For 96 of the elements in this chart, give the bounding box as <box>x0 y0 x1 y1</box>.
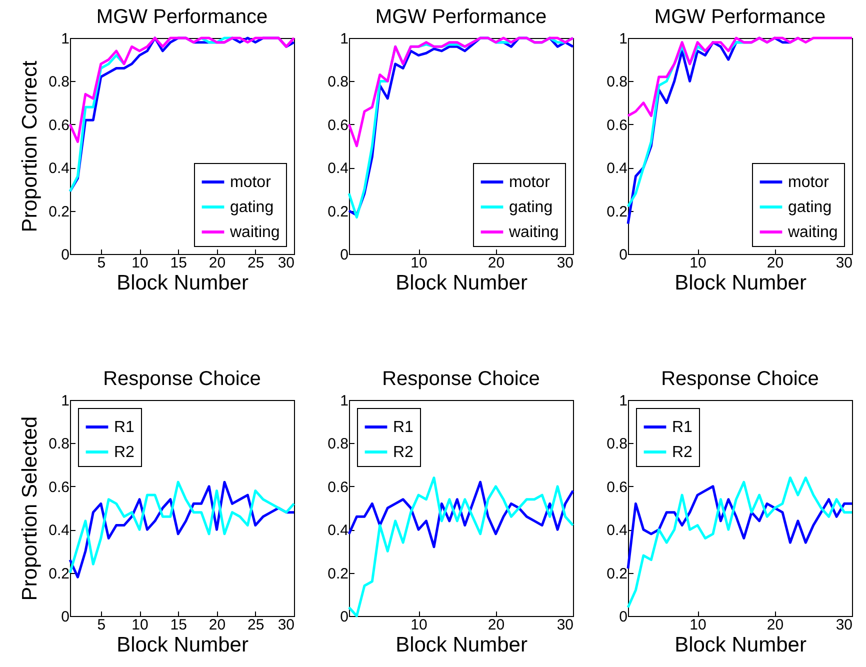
y-tick-label: 0 <box>61 608 70 626</box>
x-tick-label: 10 <box>410 616 428 634</box>
y-tick-label: 0.4 <box>48 160 70 178</box>
legend-label: gating <box>509 199 553 216</box>
legend-label: gating <box>788 199 832 216</box>
x-axis-title: Block Number <box>396 634 528 656</box>
legend-label: motor <box>788 174 830 191</box>
line-series <box>626 476 854 609</box>
legend-label: motor <box>509 174 551 191</box>
y-tick-label: 0.4 <box>606 160 628 178</box>
x-tick-label: 20 <box>488 616 505 634</box>
y-tick-label: 0.4 <box>328 522 348 540</box>
x-tick-label: 30 <box>278 254 294 272</box>
line-series <box>348 480 574 548</box>
y-tick-label: 1 <box>61 30 70 48</box>
x-tick-label: 10 <box>132 254 148 272</box>
y-tick-label: 0 <box>619 246 628 264</box>
legend-label: R1 <box>393 419 414 436</box>
x-tick-label: 20 <box>488 254 505 272</box>
line-series <box>348 36 574 148</box>
y-tick-label: 0.8 <box>328 436 348 453</box>
chart-title: Response Choice <box>103 368 261 390</box>
y-axis-title: Proportion Correct <box>18 60 42 232</box>
legend-label: motor <box>230 174 272 191</box>
line-series <box>626 36 854 118</box>
y-tick-label: 0.8 <box>48 436 70 453</box>
chart-title: MGW Performance <box>96 6 268 28</box>
line-series <box>626 485 854 570</box>
x-tick-label: 10 <box>690 254 706 272</box>
y-tick-label: 0 <box>340 608 348 626</box>
y-tick-label: 1 <box>619 392 628 410</box>
legend-label: R2 <box>393 444 414 461</box>
x-tick-label: 15 <box>170 616 187 634</box>
chart-title: MGW Performance <box>654 6 826 28</box>
x-tick-label: 10 <box>690 616 706 634</box>
y-axis-title: Proportion Selected <box>18 416 42 601</box>
x-axis-title: Block Number <box>674 272 806 294</box>
y-tick-label: 0.6 <box>48 478 70 496</box>
x-axis-title: Block Number <box>116 272 248 294</box>
x-tick-label: 20 <box>208 254 226 272</box>
x-tick-label: 20 <box>766 254 784 272</box>
chart-title: Response Choice <box>661 368 819 390</box>
y-tick-label: 1 <box>619 30 628 48</box>
x-tick-label: 25 <box>248 254 264 272</box>
y-tick-label: 0.4 <box>328 160 348 178</box>
x-tick-label: 30 <box>836 616 852 634</box>
y-tick-label: 0.4 <box>606 522 628 540</box>
y-tick-label: 0.8 <box>48 74 70 91</box>
legend-label: R2 <box>114 444 135 461</box>
x-tick-label: 30 <box>836 254 852 272</box>
legend-label: R1 <box>672 419 693 436</box>
x-tick-label: 10 <box>410 254 428 272</box>
x-tick-label: 30 <box>278 616 294 634</box>
x-tick-label: 10 <box>132 616 148 634</box>
x-tick-label: 30 <box>556 254 574 272</box>
y-tick-label: 0.2 <box>48 565 70 582</box>
x-axis-title: Block Number <box>116 634 248 656</box>
y-tick-label: 0.6 <box>328 478 348 496</box>
legend-label: gating <box>230 199 274 216</box>
y-tick-label: 0.2 <box>48 203 70 220</box>
y-tick-label: 0.6 <box>328 116 348 134</box>
y-tick-label: 0.4 <box>48 522 70 540</box>
y-tick-label: 1 <box>340 392 348 410</box>
y-tick-label: 0.2 <box>606 565 628 582</box>
x-tick-label: 5 <box>97 616 106 634</box>
x-axis-title: Block Number <box>674 634 806 656</box>
legend-label: waiting <box>508 224 559 241</box>
legend-label: R2 <box>672 444 693 461</box>
y-tick-label: 0.6 <box>48 116 70 134</box>
y-tick-label: 0.8 <box>606 74 628 91</box>
chart-title: MGW Performance <box>375 6 547 28</box>
y-tick-label: 0.8 <box>606 436 628 453</box>
x-tick-label: 20 <box>766 616 784 634</box>
y-tick-label: 0 <box>61 246 70 264</box>
x-tick-label: 30 <box>556 616 574 634</box>
legend-label: R1 <box>114 419 135 436</box>
legend-label: waiting <box>229 224 280 241</box>
y-tick-label: 0.2 <box>328 203 348 220</box>
y-tick-label: 1 <box>61 392 70 410</box>
y-tick-label: 0.2 <box>606 203 628 220</box>
x-tick-label: 20 <box>208 616 226 634</box>
y-tick-label: 0.6 <box>606 116 628 134</box>
x-tick-label: 5 <box>97 254 106 272</box>
line-series <box>68 36 296 143</box>
y-tick-label: 0.6 <box>606 478 628 496</box>
y-tick-label: 0.8 <box>328 74 348 91</box>
chart-title: Response Choice <box>382 368 540 390</box>
y-tick-label: 0 <box>619 608 628 626</box>
y-tick-label: 0.2 <box>328 565 348 582</box>
y-tick-label: 1 <box>340 30 348 48</box>
legend-label: waiting <box>787 224 838 241</box>
line-series <box>348 476 574 618</box>
x-tick-label: 15 <box>170 254 187 272</box>
x-tick-label: 25 <box>248 616 264 634</box>
x-axis-title: Block Number <box>396 272 528 294</box>
y-tick-label: 0 <box>340 246 348 264</box>
